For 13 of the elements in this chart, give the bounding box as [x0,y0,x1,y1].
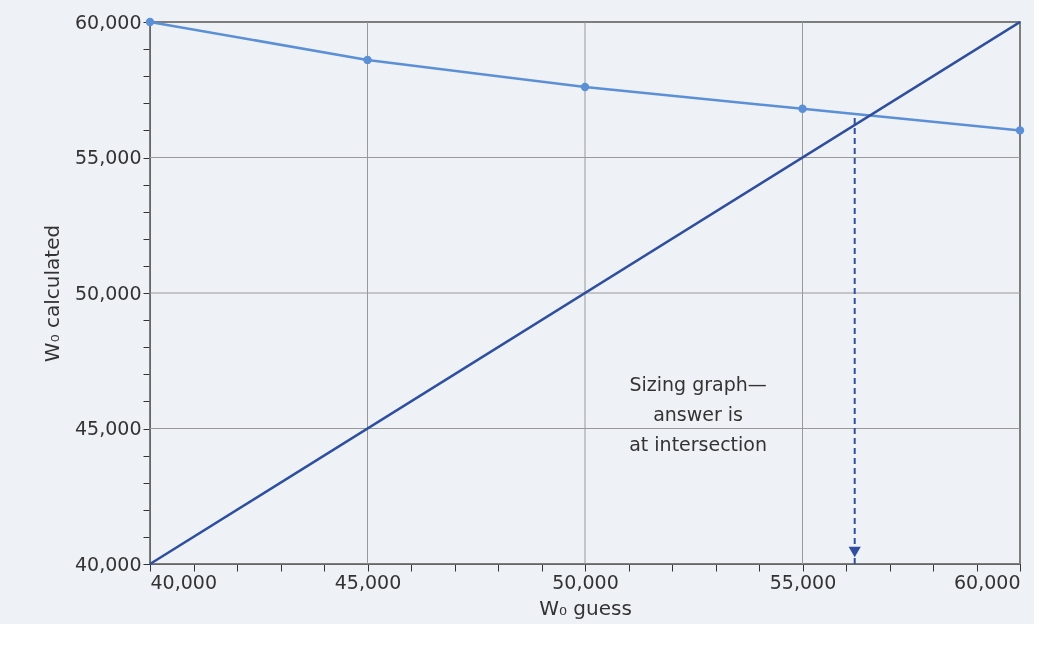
annotation: Sizing graph— answer is at intersection [629,373,768,456]
x-tick-label: 40,000 [150,570,217,593]
x-axis-title: W₀ guess [539,595,632,620]
y-tick-label: 55,000 [75,146,142,168]
y-axis-title: W₀ calculated [40,224,65,363]
x-tick-label: 45,000 [334,570,402,593]
y-tick-label: 45,000 [75,417,142,439]
x-tick-label: 55,000 [769,570,837,593]
y-tick-label: 40,000 [75,552,142,575]
y-tick-label: 50,000 [75,281,142,304]
x-tick-label: 60,000 [954,570,1021,593]
y-tick-label: 60,000 [75,10,142,33]
x-tick-label: 50,000 [552,570,619,593]
